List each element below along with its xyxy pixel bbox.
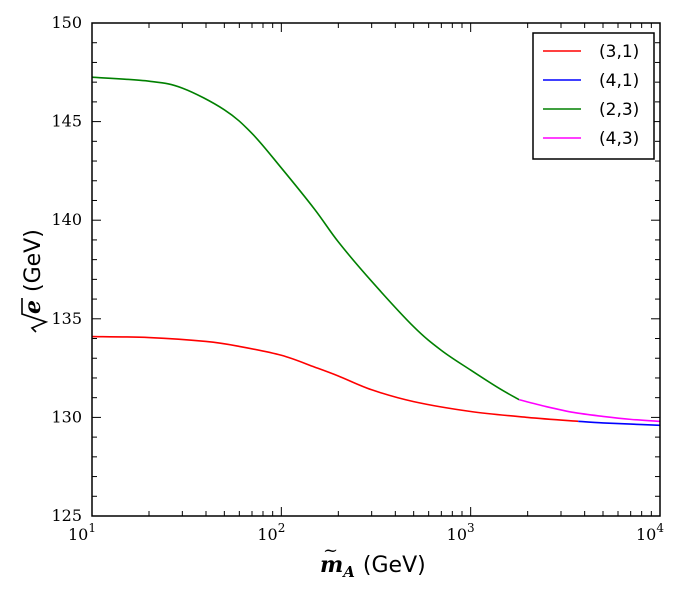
legend: (3,1) (4,1) (2,3) (4,3) xyxy=(532,32,655,160)
series-line-3-1 xyxy=(91,335,579,423)
legend-label: (2,3) xyxy=(599,100,639,120)
y-axis-title: e(GeV) xyxy=(20,229,49,333)
tick-labels: 101 102 103 104 125 130 135 140 145 150 xyxy=(51,13,664,544)
y-tick-label: 125 xyxy=(51,506,82,525)
legend-label: (4,1) xyxy=(599,71,639,91)
legend-label: (3,1) xyxy=(599,42,639,62)
series-line-4-1 xyxy=(578,420,661,427)
y-tick-label: 145 xyxy=(51,112,82,131)
x-tick-label: 101 xyxy=(68,521,96,544)
x-tick-label: 104 xyxy=(636,521,664,544)
y-tick-label: 135 xyxy=(51,309,82,328)
series-line-4-3 xyxy=(518,398,661,423)
axis-ticks xyxy=(91,22,661,517)
plot-frame xyxy=(91,22,661,517)
x-axis-title-tilde: ~ xyxy=(323,540,338,561)
series-layer xyxy=(91,76,661,427)
y-tick-label: 150 xyxy=(51,13,82,32)
legend-label: (4,3) xyxy=(599,129,639,149)
x-tick-label: 103 xyxy=(447,521,475,544)
series-line-2-3 xyxy=(91,76,520,401)
x-axis-title: mA (GeV) xyxy=(320,552,426,581)
sqrt-symbol xyxy=(21,298,49,333)
x-tick-label: 102 xyxy=(257,521,285,544)
y-tick-label: 130 xyxy=(51,407,82,426)
y-tick-label: 140 xyxy=(51,210,82,229)
svg-text:e(GeV): e(GeV) xyxy=(20,229,46,314)
